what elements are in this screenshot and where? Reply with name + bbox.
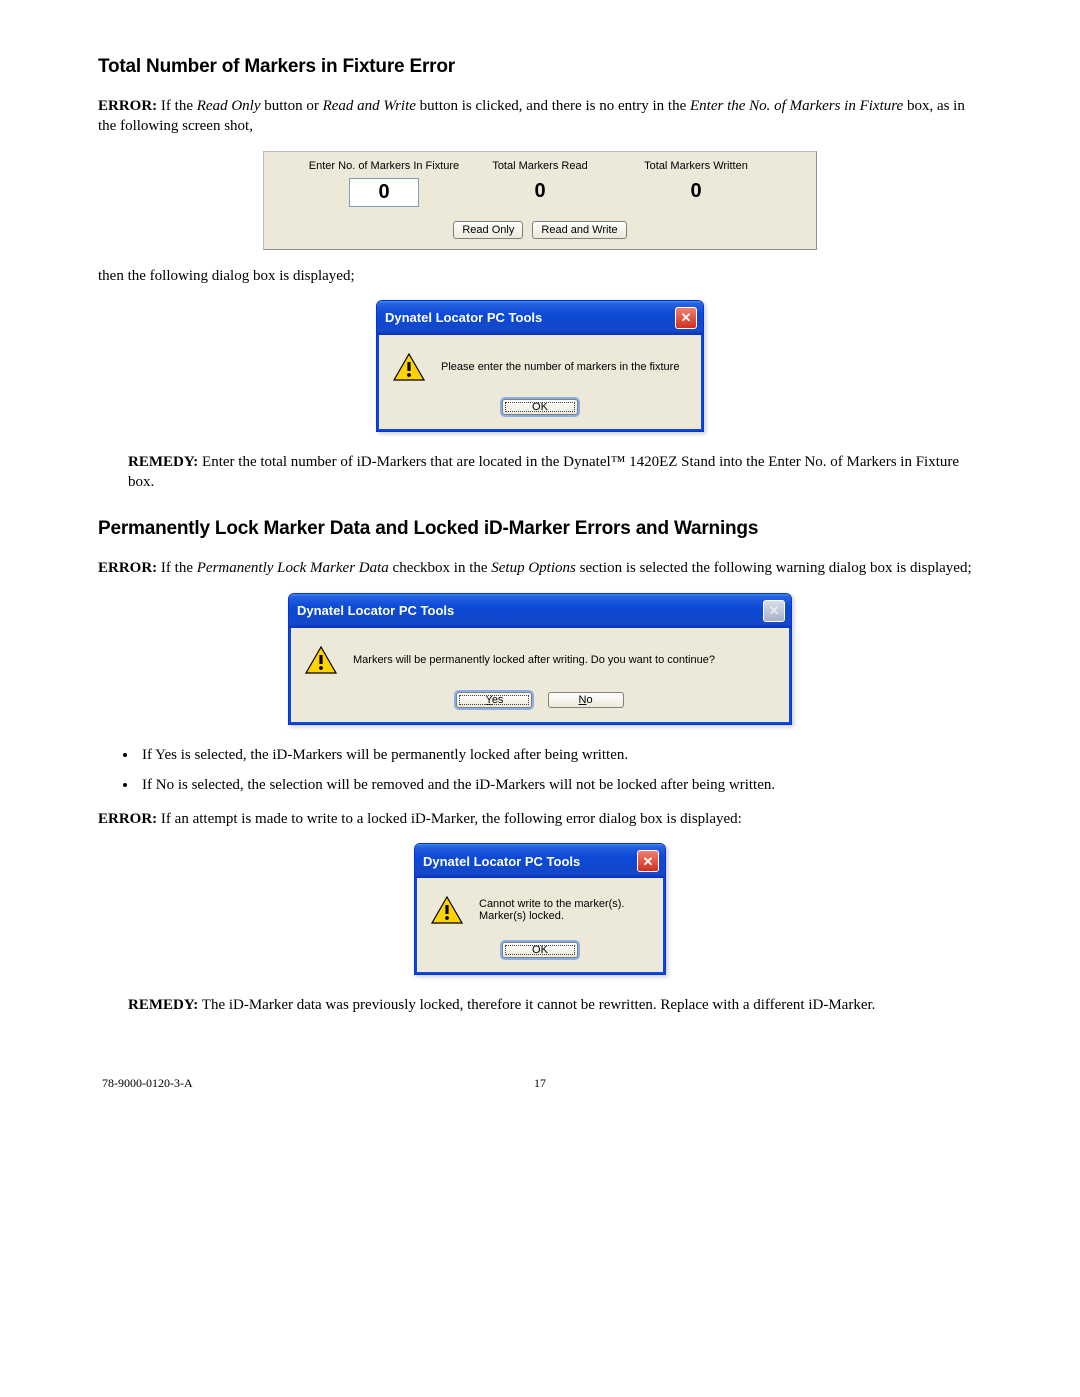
text: section is selected the following warnin… bbox=[576, 560, 972, 576]
value-total-written: 0 bbox=[680, 178, 711, 205]
dialog-title: Dynatel Locator PC Tools bbox=[423, 854, 580, 869]
close-icon: ✕ bbox=[763, 600, 785, 622]
dialog-title: Dynatel Locator PC Tools bbox=[385, 310, 542, 325]
section-ref: Setup Options bbox=[491, 560, 576, 576]
value-total-read: 0 bbox=[524, 178, 555, 205]
doc-number: 78-9000-0120-3-A bbox=[102, 1076, 193, 1091]
page-number: 17 bbox=[534, 1076, 546, 1091]
dialog-enter-number: Dynatel Locator PC Tools ✕ Please enter … bbox=[376, 300, 704, 432]
heading-markers-error: Total Number of Markers in Fixture Error bbox=[98, 56, 982, 78]
yes-button[interactable]: Yes bbox=[456, 692, 532, 708]
error-label: ERROR: bbox=[98, 560, 157, 576]
markers-panel: Enter No. of Markers In Fixture 0 Total … bbox=[263, 151, 817, 250]
remedy-label: REMEDY: bbox=[128, 454, 198, 470]
read-only-button[interactable]: Read Only bbox=[453, 221, 523, 239]
error-label: ERROR: bbox=[98, 98, 157, 114]
input-enter-markers[interactable]: 0 bbox=[349, 178, 419, 207]
dialog-message: Markers will be permanently locked after… bbox=[353, 654, 715, 666]
dialog-titlebar[interactable]: Dynatel Locator PC Tools ✕ bbox=[289, 594, 791, 628]
label-enter-markers: Enter No. of Markers In Fixture bbox=[306, 160, 462, 172]
remedy-paragraph-1: REMEDY: Enter the total number of iD-Mar… bbox=[128, 452, 982, 493]
remedy-label: REMEDY: bbox=[128, 997, 198, 1013]
dialog-message: Please enter the number of markers in th… bbox=[441, 361, 679, 373]
dialog-permanent-lock: Dynatel Locator PC Tools ✕ Markers will … bbox=[288, 593, 792, 725]
warning-icon bbox=[431, 896, 463, 924]
warning-icon bbox=[393, 353, 425, 381]
error-label: ERROR: bbox=[98, 811, 157, 827]
error-paragraph-2: ERROR: If the Permanently Lock Marker Da… bbox=[98, 558, 982, 578]
ok-button[interactable]: OK bbox=[502, 942, 578, 958]
remedy-paragraph-2: REMEDY: The iD-Marker data was previousl… bbox=[128, 995, 982, 1015]
btn-ref-readwrite: Read and Write bbox=[323, 98, 416, 114]
checkbox-ref: Permanently Lock Marker Data bbox=[197, 560, 389, 576]
text: button is clicked, and there is no entry… bbox=[416, 98, 690, 114]
heading-lock-marker: Permanently Lock Marker Data and Locked … bbox=[98, 518, 982, 540]
error-paragraph-3: ERROR: If an attempt is made to write to… bbox=[98, 809, 982, 829]
text: The iD-Marker data was previously locked… bbox=[198, 997, 875, 1013]
text: If the bbox=[157, 560, 197, 576]
outcome-list: If Yes is selected, the iD-Markers will … bbox=[98, 745, 982, 796]
label-total-read: Total Markers Read bbox=[462, 160, 618, 172]
field-ref-enter: Enter the No. of Markers in Fixture bbox=[690, 98, 903, 114]
close-icon[interactable]: ✕ bbox=[637, 850, 659, 872]
dialog-cannot-write: Dynatel Locator PC Tools ✕ Cannot write … bbox=[414, 843, 666, 975]
text: If the bbox=[157, 98, 197, 114]
page-footer: 78-9000-0120-3-A 17 bbox=[98, 1076, 982, 1091]
close-icon[interactable]: ✕ bbox=[675, 307, 697, 329]
btn-ref-readonly: Read Only bbox=[197, 98, 261, 114]
list-item: If No is selected, the selection will be… bbox=[138, 775, 982, 795]
error-paragraph-1: ERROR: If the Read Only button or Read a… bbox=[98, 96, 982, 137]
text: checkbox in the bbox=[389, 560, 491, 576]
dialog-message: Cannot write to the marker(s). Marker(s)… bbox=[479, 898, 649, 922]
then-dialog-text: then the following dialog box is display… bbox=[98, 266, 982, 286]
no-button[interactable]: No bbox=[548, 692, 624, 708]
label-total-written: Total Markers Written bbox=[618, 160, 774, 172]
text: button or bbox=[260, 98, 322, 114]
read-and-write-button[interactable]: Read and Write bbox=[532, 221, 626, 239]
dialog-titlebar[interactable]: Dynatel Locator PC Tools ✕ bbox=[415, 844, 665, 878]
text: If an attempt is made to write to a lock… bbox=[157, 811, 742, 827]
text: Enter the total number of iD-Markers tha… bbox=[128, 454, 959, 490]
dialog-titlebar[interactable]: Dynatel Locator PC Tools ✕ bbox=[377, 301, 703, 335]
warning-icon bbox=[305, 646, 337, 674]
list-item: If Yes is selected, the iD-Markers will … bbox=[138, 745, 982, 765]
dialog-title: Dynatel Locator PC Tools bbox=[297, 603, 454, 618]
ok-button[interactable]: OK bbox=[502, 399, 578, 415]
